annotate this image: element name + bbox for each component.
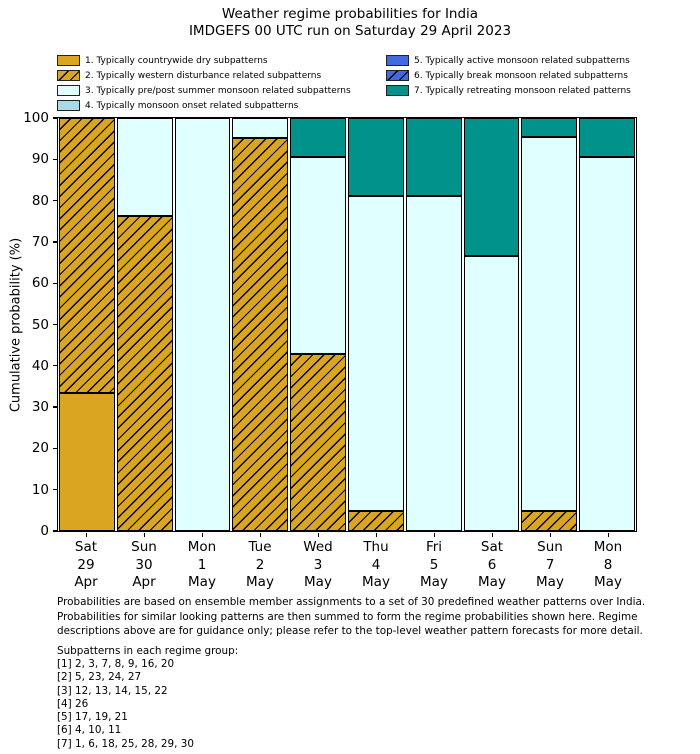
legend-item-regime-2: 2. Typically western disturbance related… [57,70,386,81]
x-tick-label-fri-5-may: Fri 5 May [405,533,463,592]
legend-swatch-regime-3 [57,85,80,96]
bar-segment-regime-2 [59,118,115,394]
legend-swatch-regime-6 [386,70,409,81]
bar-sat-6-may [463,118,520,531]
legend-column-right: 5. Typically active monsoon related subp… [386,55,631,115]
x-tick-label-sat-29-apr: Sat 29 Apr [57,533,115,592]
x-tick-label-wed-3-may: Wed 3 May [289,533,347,592]
x-tick-label-tue-2-may: Tue 2 May [231,533,289,592]
chart-title: Weather regime probabilities for India [221,6,479,22]
footnote-text: Probabilities are based on ensemble memb… [57,596,646,638]
bar-segment-regime-7 [463,118,520,256]
bar-tue-2-may [232,118,289,531]
bar-segment-regime-7 [405,118,462,197]
bar-mon-1-may [174,118,231,531]
bar-segment-regime-3 [463,255,520,531]
bar-segment-regime-3 [405,196,462,531]
stacked-bars [58,118,636,531]
x-tick-label-thu-4-may: Thu 4 May [347,533,405,592]
bar-mon-8-may [579,118,635,531]
subpatterns-list: [1] 2, 3, 7, 8, 9, 16, 20 [2] 5, 23, 24,… [57,658,194,750]
y-tick-mark [53,117,57,119]
legend: 1. Typically countrywide dry subpatterns… [57,55,631,115]
y-tick-mark [53,406,57,408]
legend-label: 6. Typically break monsoon related subpa… [414,70,628,81]
legend-label: 2. Typically western disturbance related… [85,70,322,81]
y-tick-mark [53,447,57,450]
y-tick-mark [53,489,57,491]
legend-item-regime-3: 3. Typically pre/post summer monsoon rel… [57,85,386,96]
bar-segment-regime-1 [59,393,115,531]
bar-fri-5-may [405,118,462,531]
x-axis-tick-labels: Sat 29 Apr Sun 30 Apr Mon 1 May Tue 2 May Wed 3 May Thu… [57,533,637,592]
chart-subtitle: IMDGEFS 00 UTC run on Saturday 29 April … [188,23,512,39]
bar-segment-regime-7 [579,118,635,158]
bar-segment-regime-3 [579,157,635,531]
legend-label: 5. Typically active monsoon related subp… [414,55,630,66]
y-tick-mark [53,282,57,284]
bar-segment-regime-3 [347,196,404,512]
legend-label: 7. Typically retreating monsoon related … [414,85,631,96]
bar-segment-regime-7 [347,118,404,197]
legend-column-left: 1. Typically countrywide dry subpatterns… [57,55,386,115]
legend-item-regime-4: 4. Typically monsoon onset related subpa… [57,100,386,111]
legend-item-regime-7: 7. Typically retreating monsoon related … [386,85,631,96]
bar-segment-regime-2 [232,137,289,531]
y-tick-mark [53,158,57,160]
bar-segment-regime-7 [521,118,578,138]
bar-segment-regime-2 [290,353,346,531]
legend-label: 4. Typically monsoon onset related subpa… [85,100,299,111]
legend-label: 1. Typically countrywide dry subpatterns [85,55,268,66]
bar-segment-regime-2 [521,511,578,531]
bar-thu-4-may [347,118,404,531]
bar-sun-7-may [521,118,578,531]
x-tick-label-mon-1-may: Mon 1 May [173,533,231,592]
x-tick-label-sun-30-apr: Sun 30 Apr [115,533,173,592]
bar-segment-regime-3 [521,137,578,512]
y-tick-mark [53,241,57,243]
y-tick-mark [53,323,57,326]
legend-swatch-regime-4 [57,100,80,111]
bar-segment-regime-7 [290,118,346,158]
bar-sun-30-apr [116,118,173,531]
bar-segment-regime-2 [116,216,173,531]
bar-segment-regime-3 [232,118,289,138]
legend-swatch-regime-1 [57,55,80,66]
legend-swatch-regime-7 [386,85,409,96]
y-axis-label: Cumulative probability (%) [8,237,24,412]
bar-segment-regime-3 [116,118,173,217]
x-tick-label-sat-6-may: Sat 6 May [463,533,521,592]
legend-label: 3. Typically pre/post summer monsoon rel… [85,85,351,96]
bar-segment-regime-3 [290,157,346,354]
y-axis-ticks: 0 10 20 30 40 50 60 70 80 90 100 [23,111,636,538]
legend-item-regime-6: 6. Typically break monsoon related subpa… [386,70,631,81]
x-tick-label-sun-7-may: Sun 7 May [521,533,579,592]
legend-swatch-regime-5 [386,55,409,66]
bar-segment-regime-3 [174,118,231,531]
plot-area: Cumulative probability (%) 0 10 20 30 40 50 60… [9,111,637,538]
legend-item-regime-1: 1. Typically countrywide dry subpatterns [57,55,386,66]
y-tick-mark [53,199,57,202]
subpatterns-heading: Subpatterns in each regime group: [57,645,239,657]
bar-wed-3-may [290,118,346,531]
bar-segment-regime-2 [347,511,404,531]
y-tick-mark [53,530,57,532]
y-tick-mark [53,365,57,367]
legend-swatch-regime-2 [57,70,80,81]
x-tick-label-mon-8-may: Mon 8 May [579,533,637,592]
legend-item-regime-5: 5. Typically active monsoon related subp… [386,55,631,66]
bar-sat-29-apr [59,118,115,531]
